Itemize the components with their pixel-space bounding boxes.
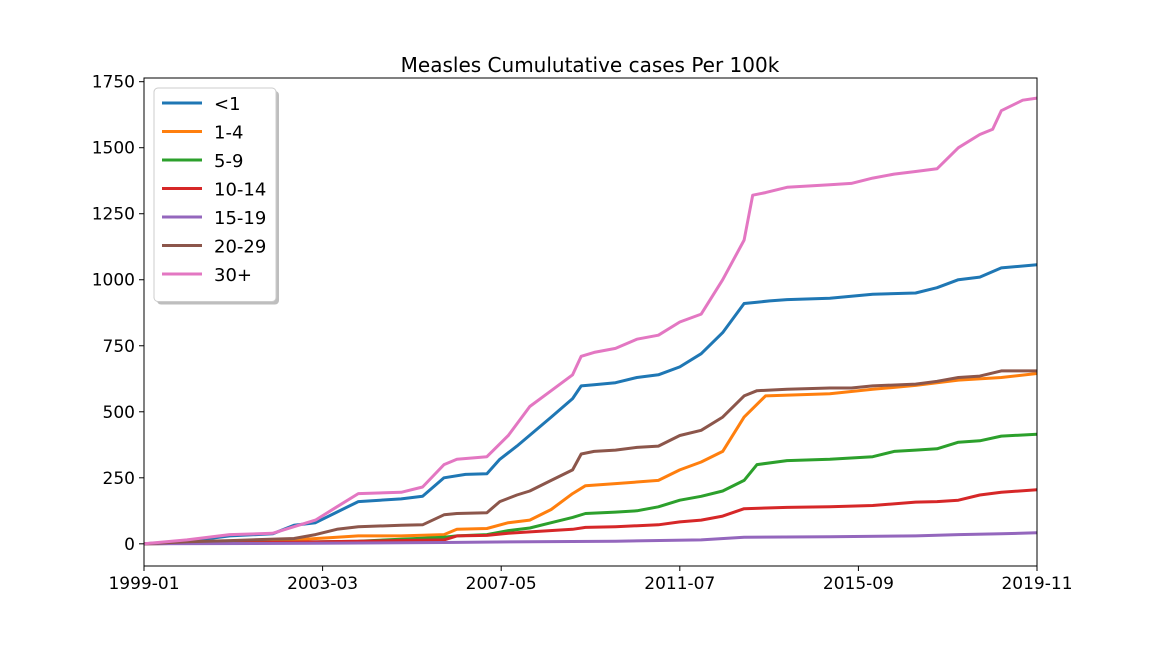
- y-tick-label: 1000: [92, 271, 135, 291]
- y-tick-label: 500: [103, 403, 135, 423]
- legend-box: [153, 87, 277, 302]
- legend-label: 20-29: [214, 237, 266, 258]
- y-tick-label: 1750: [92, 73, 135, 93]
- x-axis: 1999-01 2003-03 2007-05 2011-07 2015-09 2019-…: [108, 566, 1073, 594]
- series-line-6: [143, 96, 1038, 546]
- series-line-5: [143, 369, 1037, 546]
- legend-label: 1-4: [214, 123, 243, 144]
- legend-label: 5-9: [214, 151, 243, 172]
- plot-area: [143, 96, 1038, 546]
- y-tick-label: 250: [103, 469, 135, 489]
- legend: <1 1-4 5-9 10-14 15-19 20-29 30+: [153, 87, 279, 305]
- series-line-4: [143, 531, 1037, 546]
- x-tick-label: 2003-03: [287, 574, 358, 594]
- series-line-0: [143, 263, 1038, 546]
- axes-frame: [143, 77, 1038, 567]
- x-tick-label: 2019-11: [1001, 574, 1072, 594]
- y-tick-label: 750: [103, 337, 135, 357]
- legend-label: <1: [214, 94, 241, 115]
- series-line-1: [143, 372, 1038, 546]
- chart-title: Measles Cumulutative cases Per 100k: [401, 53, 780, 77]
- x-tick-label: 2007-05: [466, 574, 537, 594]
- x-tick-label: 2011-07: [644, 574, 715, 594]
- y-tick-label: 1500: [92, 139, 135, 159]
- y-tick-label: 0: [124, 535, 135, 555]
- legend-label: 15-19: [214, 208, 266, 229]
- series-line-3: [143, 488, 1038, 546]
- x-tick-label: 2015-09: [823, 574, 894, 594]
- legend-label: 10-14: [214, 180, 266, 201]
- legend-label: 30+: [214, 265, 252, 286]
- y-axis: 0 250 500 750 1000 1250 1500 1750: [92, 73, 144, 555]
- y-tick-label: 1250: [92, 205, 135, 225]
- x-tick-label: 1999-01: [108, 574, 179, 594]
